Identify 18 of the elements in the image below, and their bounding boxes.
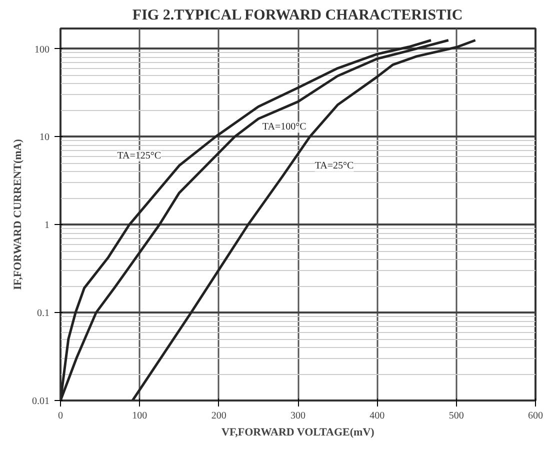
x-tick-label: 400 (370, 410, 385, 422)
series-label: TA=125°C (117, 150, 162, 162)
y-tick-label: 100 (34, 44, 50, 56)
series-label: TA=100°C (262, 122, 307, 133)
y-axis-title: IF,FORWARD CURRENT(mA) (12, 138, 24, 290)
x-tick-label: 600 (528, 410, 543, 422)
x-tick-label: 500 (448, 410, 464, 422)
chart-title: FIG 2.TYPICAL FORWARD CHARACTERISTIC (132, 8, 463, 24)
y-tick-label: 1 (44, 220, 50, 232)
y-tick-label: 0.1 (37, 308, 50, 320)
series-label: TA=25°C (314, 160, 354, 172)
x-tick-label: 0 (58, 410, 63, 422)
y-tick-label: 0.01 (32, 396, 50, 407)
x-tick-label: 300 (290, 410, 306, 422)
x-tick-label: 200 (211, 410, 226, 422)
x-axis-title: VF,FORWARD VOLTAGE(mV) (222, 426, 375, 438)
x-tick-label: 100 (132, 410, 148, 422)
y-tick-label: 10 (40, 132, 50, 144)
